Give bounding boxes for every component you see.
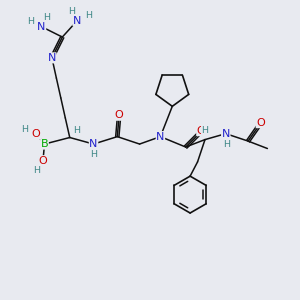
- Text: N: N: [73, 16, 81, 26]
- Text: O: O: [256, 118, 265, 128]
- Text: O: O: [39, 156, 47, 166]
- Text: H: H: [44, 13, 50, 22]
- Text: N: N: [156, 132, 165, 142]
- Text: H: H: [68, 7, 75, 16]
- Text: N: N: [222, 129, 230, 139]
- Text: H: H: [85, 11, 92, 20]
- Text: H: H: [202, 126, 208, 135]
- Text: H: H: [73, 127, 80, 136]
- Text: O: O: [197, 126, 206, 136]
- Text: H: H: [21, 125, 28, 134]
- Text: H: H: [27, 17, 34, 26]
- Text: O: O: [114, 110, 123, 120]
- Text: N: N: [37, 22, 46, 32]
- Text: N: N: [89, 139, 98, 149]
- Text: H: H: [91, 150, 98, 159]
- Text: H: H: [34, 166, 40, 175]
- Text: N: N: [48, 53, 56, 63]
- Text: O: O: [32, 129, 40, 139]
- Text: B: B: [41, 139, 48, 149]
- Text: H: H: [223, 140, 230, 148]
